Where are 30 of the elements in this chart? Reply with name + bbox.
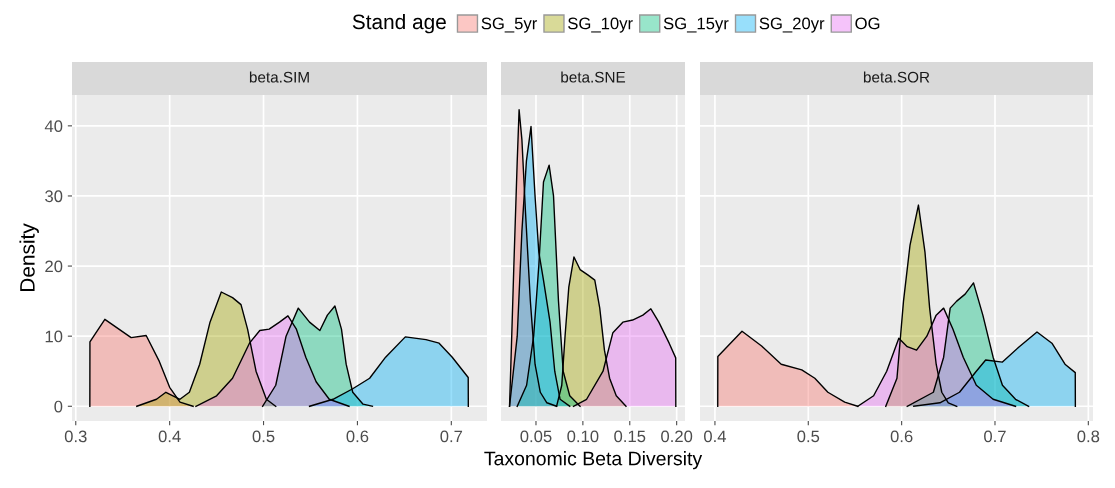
legend-label: SG_15yr xyxy=(663,17,729,33)
x-tick-label: 0.8 xyxy=(1077,430,1100,443)
x-tick-label: 0.4 xyxy=(704,430,727,443)
legend-label: SG_5yr xyxy=(481,17,538,33)
chart-title: beta.SOR xyxy=(863,71,930,83)
x-tick-label: 0.6 xyxy=(346,430,369,443)
legend-label: SG_10yr xyxy=(568,17,633,33)
y-tick-label: 10 xyxy=(45,330,63,343)
x-axis-title: Taxonomic Beta Diversity xyxy=(484,451,703,470)
y-tick-label: 0 xyxy=(54,400,63,413)
y-tick-label: 30 xyxy=(45,190,63,203)
x-tick-label: 0.3 xyxy=(64,430,87,443)
x-tick-label: 0.7 xyxy=(440,430,463,443)
x-tick-label: 0.4 xyxy=(158,430,181,443)
x-tick-label: 0.20 xyxy=(661,430,693,443)
x-tick-label: 0.10 xyxy=(567,430,599,443)
legend-label: OG xyxy=(855,17,880,30)
x-tick-label: 0.5 xyxy=(252,430,275,443)
x-tick-label: 0.05 xyxy=(520,430,552,443)
legend-title: Stand age xyxy=(352,13,446,34)
y-tick-label: 40 xyxy=(44,120,63,133)
chart-title: beta.SIM xyxy=(249,71,309,83)
chart-title: beta.SNE xyxy=(561,71,626,83)
x-tick-label: 0.5 xyxy=(797,430,820,443)
legend-label: SG_20yr xyxy=(759,17,825,33)
y-axis-title: Density xyxy=(19,223,39,292)
y-tick-label: 20 xyxy=(45,260,63,273)
x-tick-label: 0.6 xyxy=(890,430,913,443)
x-tick-label: 0.7 xyxy=(984,430,1006,443)
x-tick-label: 0.15 xyxy=(614,430,646,443)
